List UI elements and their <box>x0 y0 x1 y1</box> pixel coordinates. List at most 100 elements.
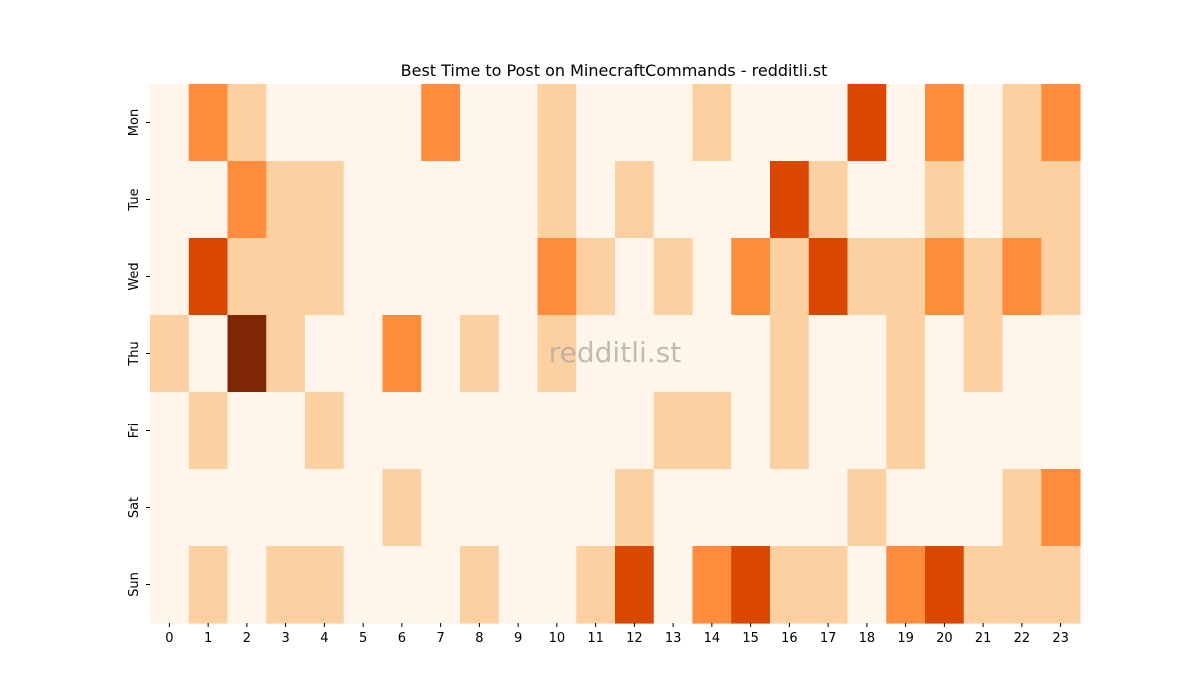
heatmap-cell-sat-4 <box>305 469 345 547</box>
heatmap-cell-fri-18 <box>847 392 887 470</box>
heatmap-cell-sun-9 <box>498 546 539 624</box>
heatmap-cell-sat-2 <box>227 469 267 547</box>
heatmap-cell-mon-8 <box>460 84 500 162</box>
heatmap-cell-mon-20 <box>925 84 965 162</box>
heatmap-cell-sun-0 <box>150 546 190 624</box>
x-tick-label: 17 <box>820 631 837 646</box>
heatmap-cell-sat-14 <box>692 469 732 547</box>
heatmap-cell-wed-17 <box>808 238 849 316</box>
x-tick-label: 0 <box>165 631 173 646</box>
heatmap-cell-thu-9 <box>498 315 539 393</box>
heatmap-cell-sat-17 <box>808 469 849 547</box>
x-tick-label: 10 <box>549 631 566 646</box>
heatmap-cell-mon-0 <box>150 84 190 162</box>
heatmap-cell-mon-10 <box>537 84 577 162</box>
heatmap-cell-wed-8 <box>460 238 500 316</box>
heatmap-cell-mon-13 <box>653 84 694 162</box>
heatmap-cell-fri-3 <box>266 392 306 470</box>
heatmap-cell-tue-12 <box>615 161 655 239</box>
heatmap-cell-tue-17 <box>808 161 849 239</box>
heatmap-cell-sun-1 <box>188 546 229 624</box>
heatmap-cell-tue-8 <box>460 161 500 239</box>
heatmap-cell-sun-2 <box>227 546 267 624</box>
x-tick-label: 23 <box>1052 631 1069 646</box>
heatmap-cell-mon-23 <box>1041 84 1081 162</box>
heatmap-cell-tue-21 <box>963 161 1004 239</box>
heatmap-cell-sat-22 <box>1002 469 1042 547</box>
heatmap-cell-mon-2 <box>227 84 267 162</box>
heatmap-cell-sun-15 <box>731 546 771 624</box>
x-tick-label: 1 <box>204 631 212 646</box>
heatmap-cell-sun-19 <box>886 546 926 624</box>
watermark-text: redditli.st <box>549 336 681 369</box>
heatmap-cell-wed-15 <box>731 238 771 316</box>
heatmap-cell-mon-19 <box>886 84 926 162</box>
heatmap-cell-sun-17 <box>808 546 849 624</box>
heatmap-cell-mon-14 <box>692 84 732 162</box>
heatmap-cell-mon-17 <box>808 84 849 162</box>
x-tick-label: 22 <box>1014 631 1031 646</box>
heatmap-cell-tue-20 <box>925 161 965 239</box>
x-tick-label: 8 <box>475 631 483 646</box>
heatmap-cell-sun-13 <box>653 546 694 624</box>
heatmap-cell-thu-12 <box>615 315 655 393</box>
x-tick-label: 19 <box>897 631 914 646</box>
heatmap-cell-fri-22 <box>1002 392 1042 470</box>
heatmap-cell-tue-9 <box>498 161 539 239</box>
heatmap-cell-wed-2 <box>227 238 267 316</box>
heatmap-cell-mon-7 <box>421 84 461 162</box>
heatmap-cell-tue-19 <box>886 161 926 239</box>
heatmap-cell-tue-3 <box>266 161 306 239</box>
heatmap-cell-wed-23 <box>1041 238 1081 316</box>
heatmap-cell-sat-16 <box>770 469 810 547</box>
heatmap-cell-fri-14 <box>692 392 732 470</box>
x-tick-label: 18 <box>859 631 876 646</box>
heatmap-cell-mon-21 <box>963 84 1004 162</box>
heatmap-cell-wed-14 <box>692 238 732 316</box>
heatmap-cell-tue-4 <box>305 161 345 239</box>
heatmap-cell-sat-7 <box>421 469 461 547</box>
y-tick-label: Sat <box>127 497 142 518</box>
heatmap-cell-thu-13 <box>653 315 694 393</box>
x-tick-label: 4 <box>320 631 328 646</box>
y-axis-ticks: Mon Tue Wed Thu Fri Sat Sun <box>127 109 150 597</box>
heatmap-cell-thu-14 <box>692 315 732 393</box>
heatmap-cell-sun-12 <box>615 546 655 624</box>
heatmap-cell-fri-10 <box>537 392 577 470</box>
heatmap-cell-sun-6 <box>382 546 422 624</box>
heatmap-cell-sat-9 <box>498 469 539 547</box>
x-tick-label: 9 <box>514 631 522 646</box>
heatmap-cell-thu-5 <box>343 315 384 393</box>
x-tick-label: 7 <box>436 631 444 646</box>
heatmap-cell-mon-12 <box>615 84 655 162</box>
x-tick-label: 11 <box>587 631 604 646</box>
heatmap-cell-fri-16 <box>770 392 810 470</box>
heatmap-cell-thu-19 <box>886 315 926 393</box>
heatmap-cell-tue-0 <box>150 161 190 239</box>
heatmap-cell-tue-5 <box>343 161 384 239</box>
heatmap-cell-fri-21 <box>963 392 1004 470</box>
heatmap-cell-thu-1 <box>188 315 229 393</box>
heatmap-cell-fri-13 <box>653 392 694 470</box>
x-tick-label: 2 <box>243 631 251 646</box>
x-axis-ticks: 0 1 2 3 4 5 6 7 8 9 10 11 12 13 14 15 16 17 18 19 20 21 22 23 <box>165 623 1069 646</box>
heatmap-cell-sat-11 <box>576 469 616 547</box>
heatmap-cell-tue-18 <box>847 161 887 239</box>
heatmap-cell-mon-11 <box>576 84 616 162</box>
heatmap-cell-sat-18 <box>847 469 887 547</box>
heatmap-cell-wed-4 <box>305 238 345 316</box>
x-tick-label: 5 <box>359 631 367 646</box>
heatmap-cell-wed-11 <box>576 238 616 316</box>
heatmap-cell-thu-10 <box>537 315 577 393</box>
heatmap-cell-thu-23 <box>1041 315 1081 393</box>
heatmap-cell-sun-20 <box>925 546 965 624</box>
heatmap-cell-thu-17 <box>808 315 849 393</box>
heatmap-cell-tue-11 <box>576 161 616 239</box>
heatmap-cell-mon-22 <box>1002 84 1042 162</box>
heatmap-cell-tue-23 <box>1041 161 1081 239</box>
y-tick-label: Mon <box>127 109 142 136</box>
heatmap-cell-sat-1 <box>188 469 229 547</box>
heatmap-cells <box>150 84 1081 624</box>
heatmap-cell-sun-22 <box>1002 546 1042 624</box>
